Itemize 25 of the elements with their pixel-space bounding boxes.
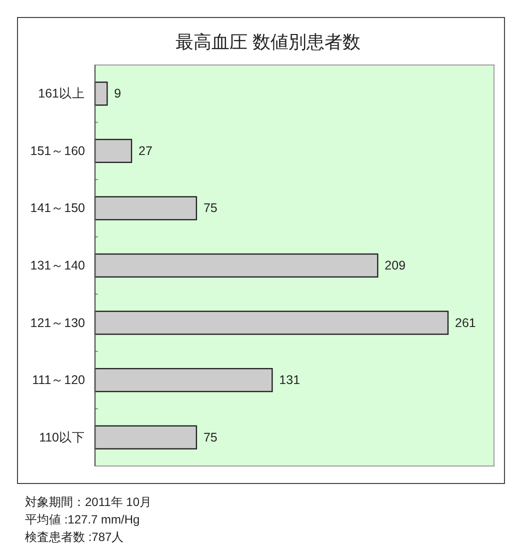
y-tick-label: 110以下 [39,430,85,444]
y-tick-label: 131～140 [30,258,86,272]
data-label: 9 [114,86,122,101]
bar [94,310,449,335]
data-label: 75 [203,201,218,216]
data-label: 75 [203,430,218,444]
bar [94,196,198,220]
text: 対象期間：2011年 10月 [25,495,152,509]
data-label: 27 [138,144,152,158]
text: 平均値 :127.7 mm/Hg [25,512,140,526]
chart-title: 最高血圧 数値別患者数 [175,32,361,52]
y-tick-label: 111～120 [32,373,86,388]
y-tick-label: 151～160 [30,144,86,158]
y-tick-label: 161以上 [38,86,85,101]
text: 検査患者数 :787人 [25,530,124,544]
bar [94,368,273,392]
y-tick-label: 141～150 [30,201,86,216]
bar [94,253,378,278]
bar [94,425,198,450]
data-label: 261 [455,316,476,330]
bar [94,82,108,106]
y-tick-label: 121～130 [30,316,86,330]
bar [94,138,132,163]
data-label: 209 [384,258,406,272]
data-label: 131 [279,373,300,388]
